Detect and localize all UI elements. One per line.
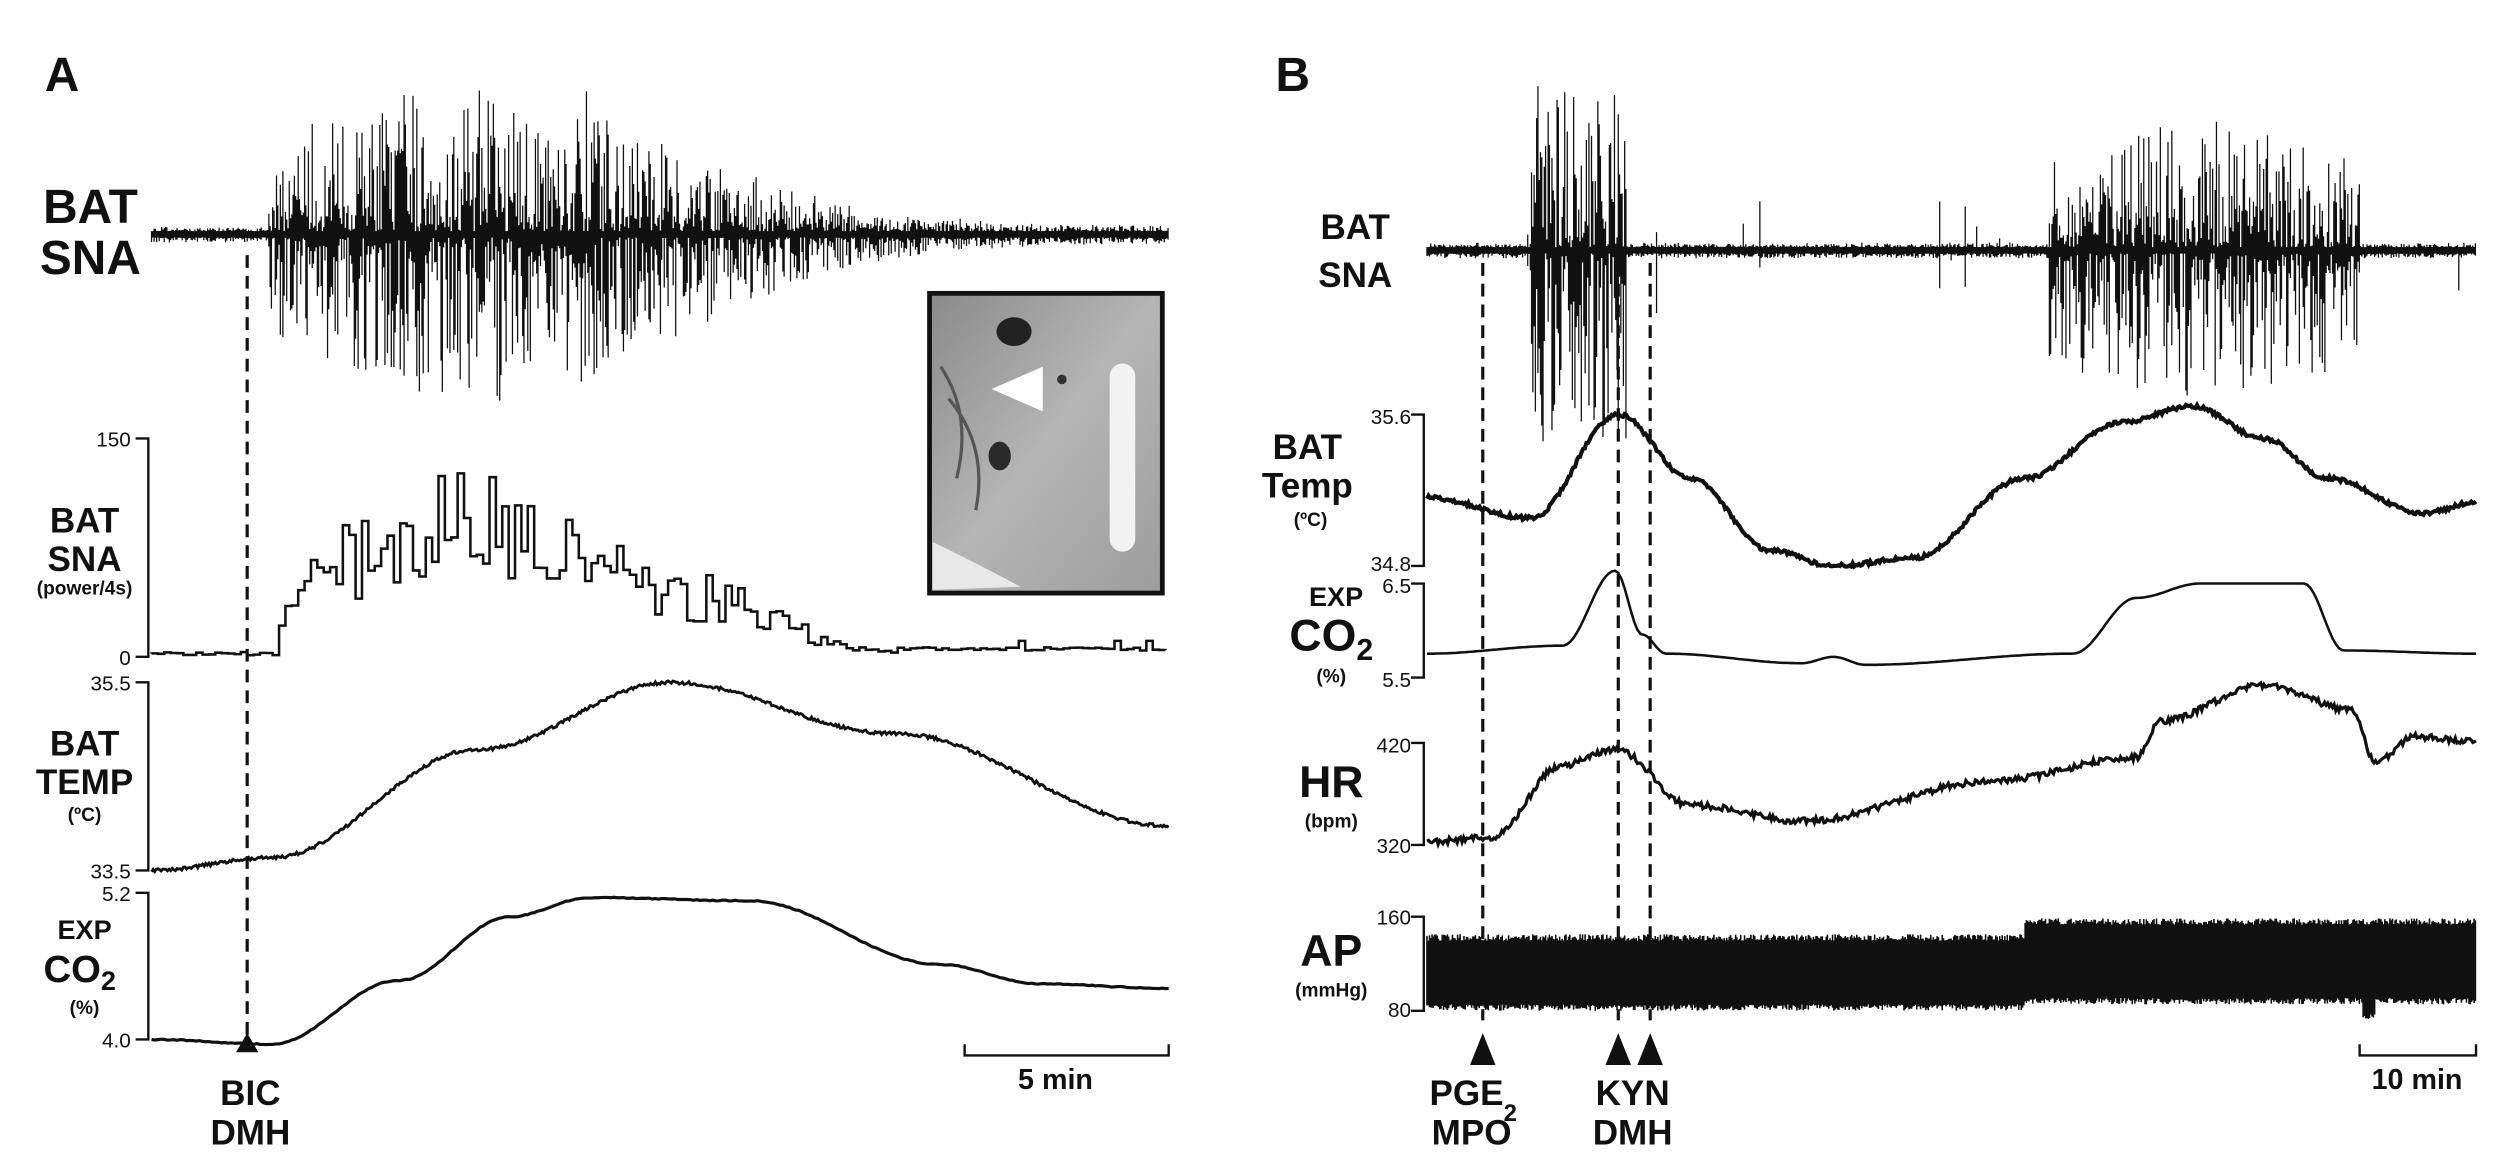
trace-label: EXP [1309, 581, 1363, 612]
co2-trace [1426, 569, 2477, 667]
axis [1411, 582, 1425, 679]
tick-label: 5.5 [1382, 669, 1411, 692]
tick-label: 6.5 [1382, 575, 1411, 598]
scale-label: 10 min [2372, 1064, 2463, 1096]
trace-label: TEMP [36, 763, 133, 802]
tick-label: 150 [96, 428, 131, 451]
unit-label: (ºC) [1294, 510, 1328, 531]
trace-label: SNA [1318, 256, 1392, 295]
stimulus-label: PGE [1430, 1074, 1504, 1113]
co2-trace [151, 895, 1169, 1047]
trace-label: CO [44, 948, 101, 991]
unit-label: (power/4s) [37, 579, 133, 600]
tick-label: 5.2 [102, 883, 131, 906]
stimulus-marker [1470, 1033, 1496, 1065]
unit-label: (%) [70, 998, 100, 1019]
sna-trace [1426, 86, 2477, 442]
tick-label: 160 [1376, 907, 1411, 930]
unit-label: (ºC) [68, 805, 102, 826]
trace-label: CO2 [44, 948, 116, 996]
stimulus-label: PGE2 [1430, 1074, 1517, 1127]
ap-trace [1426, 918, 2477, 1020]
axis [135, 891, 150, 1041]
temp-trace [150, 679, 1170, 875]
tick-label: 34.8 [1371, 553, 1411, 576]
axis [1411, 915, 1425, 1012]
stimulus-label: DMH [210, 1114, 290, 1153]
tick-label: 35.5 [90, 672, 130, 695]
unit-label: (%) [1316, 666, 1346, 687]
traces [150, 86, 2478, 1047]
subscript: 2 [101, 965, 116, 996]
axis [1411, 741, 1425, 847]
power-trace [150, 472, 1167, 657]
trace-label: BAT [50, 501, 120, 540]
axis [1411, 413, 1425, 568]
axis [135, 681, 150, 872]
trace-label: BAT [1273, 428, 1343, 467]
trace-label: CO2 [1289, 611, 1373, 667]
tick-label: 80 [1388, 999, 1411, 1022]
trace-label: CO [1289, 611, 1356, 660]
subscript: 2 [1356, 634, 1373, 667]
subscript: 2 [1504, 1100, 1517, 1127]
unit-label: (mmHg) [1295, 980, 1367, 1001]
stimulus-label: BIC [220, 1074, 280, 1113]
scale-bar [963, 1044, 1170, 1057]
tick-label: 420 [1376, 735, 1411, 758]
tick-label: 4.0 [102, 1029, 131, 1052]
tick-label: 0 [119, 647, 131, 670]
trace-label: SNA [40, 232, 141, 285]
trace-label: BAT [50, 725, 120, 764]
hr-trace [1426, 680, 2477, 850]
sna-trace [150, 90, 1169, 401]
stimulus-marker [1637, 1033, 1663, 1065]
stimulus-label: DMH [1593, 1114, 1673, 1153]
panel-label: A [45, 49, 80, 102]
axis [135, 437, 150, 659]
trace-label: HR [1299, 758, 1363, 807]
tick-label: 320 [1376, 835, 1411, 858]
trace-label: SNA [48, 540, 122, 579]
temp-trace [1425, 400, 2478, 570]
panel-label: B [1276, 49, 1311, 102]
scale-bar [2358, 1044, 2478, 1057]
inset-image [927, 290, 1165, 596]
tick-label: 35.6 [1371, 406, 1411, 429]
tick-label: 33.5 [90, 860, 130, 883]
trace-label: BAT [43, 181, 138, 234]
stimulus-label: MPO [1432, 1114, 1512, 1153]
trace-label: AP [1300, 927, 1362, 976]
trace-label: EXP [57, 914, 111, 945]
scale-label: 5 min [1018, 1064, 1093, 1096]
stimulus-marker [1605, 1033, 1632, 1065]
trace-label: BAT [1320, 208, 1390, 247]
stimulus-label: KYN [1596, 1074, 1670, 1113]
trace-label: Temp [1262, 466, 1353, 505]
unit-label: (bpm) [1305, 811, 1358, 832]
